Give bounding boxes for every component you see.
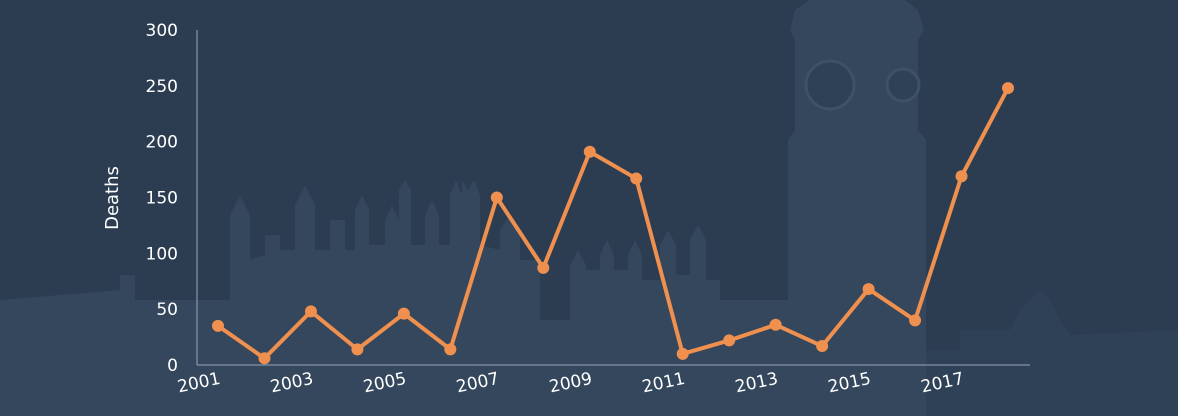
y-tick-label: 250 <box>146 77 178 97</box>
data-point <box>769 318 782 331</box>
y-tick-label: 0 <box>167 356 178 376</box>
y-tick-label: 200 <box>146 133 178 153</box>
data-point <box>583 145 596 158</box>
data-point <box>1002 82 1014 95</box>
data-point <box>397 307 410 320</box>
data-point <box>351 343 364 356</box>
data-point <box>862 283 875 296</box>
data-point <box>537 261 550 274</box>
y-tick-label: 300 <box>146 21 178 41</box>
y-axis-label: Deaths <box>102 166 123 230</box>
series-line <box>216 86 1010 361</box>
data-point <box>955 170 968 183</box>
data-point <box>630 172 643 185</box>
clock-face <box>885 67 921 103</box>
clock-face <box>804 59 856 111</box>
y-tick-label: 150 <box>146 189 178 209</box>
data-point <box>304 305 317 318</box>
data-point <box>816 340 829 353</box>
clock-tower-silhouette <box>788 0 926 416</box>
data-point <box>212 319 224 332</box>
data-point <box>723 334 736 347</box>
data-point <box>676 347 689 360</box>
x-tick-labels: 2001 2003 2005 2007 2009 2011 2013 2015 2017 <box>176 369 966 398</box>
y-tick-label: 50 <box>156 300 178 320</box>
y-tick-label: 100 <box>146 244 178 264</box>
data-point <box>909 314 922 327</box>
data-points <box>212 82 1014 365</box>
data-point <box>490 191 503 204</box>
data-point <box>258 352 271 365</box>
y-tick-labels: 0 50 100 150 200 250 300 <box>146 21 178 376</box>
right-buildings-silhouette <box>926 290 1178 416</box>
data-point <box>444 343 457 356</box>
